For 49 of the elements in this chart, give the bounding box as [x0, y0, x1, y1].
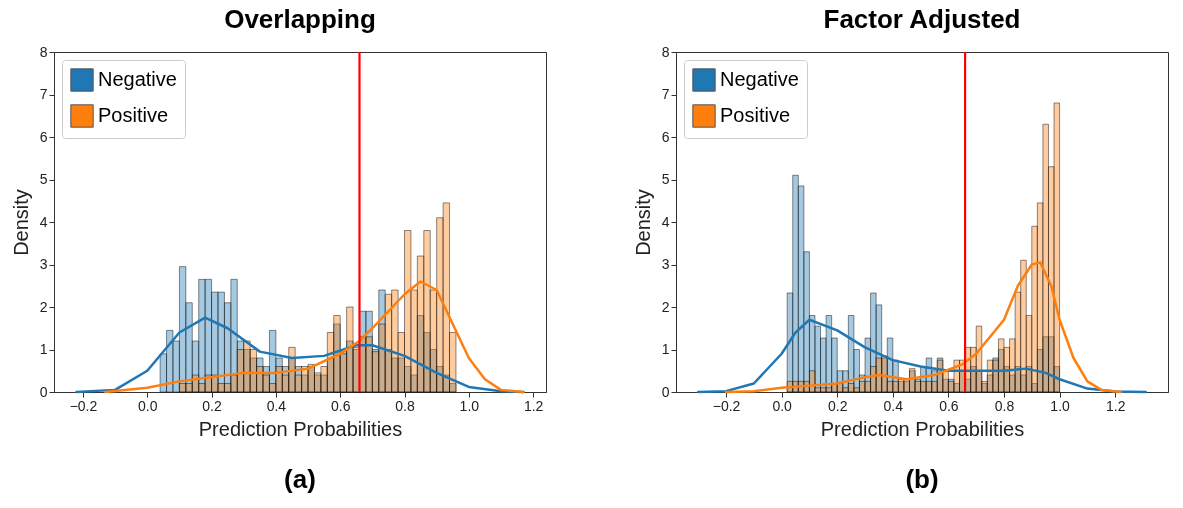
y-tick-label: 4 [39, 213, 48, 230]
chart-title: Overlapping [224, 4, 376, 34]
legend-label: Positive [720, 104, 791, 126]
y-tick-label: 2 [39, 298, 48, 315]
y-tick-label: 6 [39, 128, 48, 145]
x-tick-label: 0.2 [202, 397, 223, 414]
x-tick-label: 0.6 [330, 397, 351, 414]
y-tick-label: 3 [39, 256, 48, 272]
y-tick-label: 5 [39, 171, 48, 187]
line-series [696, 318, 1148, 394]
y-tick-label: 1 [39, 341, 48, 357]
y-tick-label: 0 [39, 383, 48, 400]
x-tick-label: 0.4 [883, 397, 904, 414]
line-series [104, 280, 525, 394]
y-tick-label: 7 [39, 86, 48, 102]
text: (b) [905, 464, 939, 494]
legend-label: Negative [720, 68, 799, 90]
x-tick-label: 1.0 [1050, 397, 1071, 414]
x-tick-label: −0.2 [69, 397, 98, 414]
legend-label: Positive [98, 104, 169, 126]
y-tick-label: 3 [661, 256, 670, 272]
y-tick-label: 8 [39, 43, 48, 60]
x-tick-label: 0.8 [395, 397, 415, 414]
y-tick-label: 1 [661, 341, 670, 357]
x-tick-label: 0.0 [772, 397, 793, 414]
x-tick-label: 1.2 [1105, 397, 1126, 414]
y-tick-label: 7 [661, 86, 670, 102]
y-tick-label: 5 [661, 171, 670, 187]
x-tick-label: 0.2 [827, 397, 848, 414]
x-tick-label: 1.2 [523, 397, 544, 414]
y-axis-title: Density [631, 189, 654, 256]
y-tick-label: 8 [661, 43, 670, 60]
x-tick-label: 0.6 [939, 397, 959, 414]
line-series [724, 261, 1122, 394]
chart-title: Factor Adjusted [823, 4, 1021, 34]
y-tick-label: 6 [661, 128, 670, 145]
x-tick-label: −0.2 [712, 397, 741, 414]
x-tick-label: 0.0 [138, 397, 158, 414]
x-axis-title: Prediction Probabilities [198, 417, 403, 440]
x-axis-title: Prediction Probabilities [820, 417, 1025, 440]
y-tick-label: 4 [661, 213, 670, 230]
x-tick-label: 0.4 [266, 397, 287, 414]
y-tick-label: 2 [661, 298, 670, 315]
y-axis-title: Density [9, 189, 32, 256]
x-tick-label: 0.8 [994, 397, 1015, 414]
y-tick-label: 0 [661, 383, 670, 400]
x-tick-label: 1.0 [459, 397, 480, 414]
text: (a) [284, 464, 316, 494]
legend-label: Negative [98, 68, 177, 90]
